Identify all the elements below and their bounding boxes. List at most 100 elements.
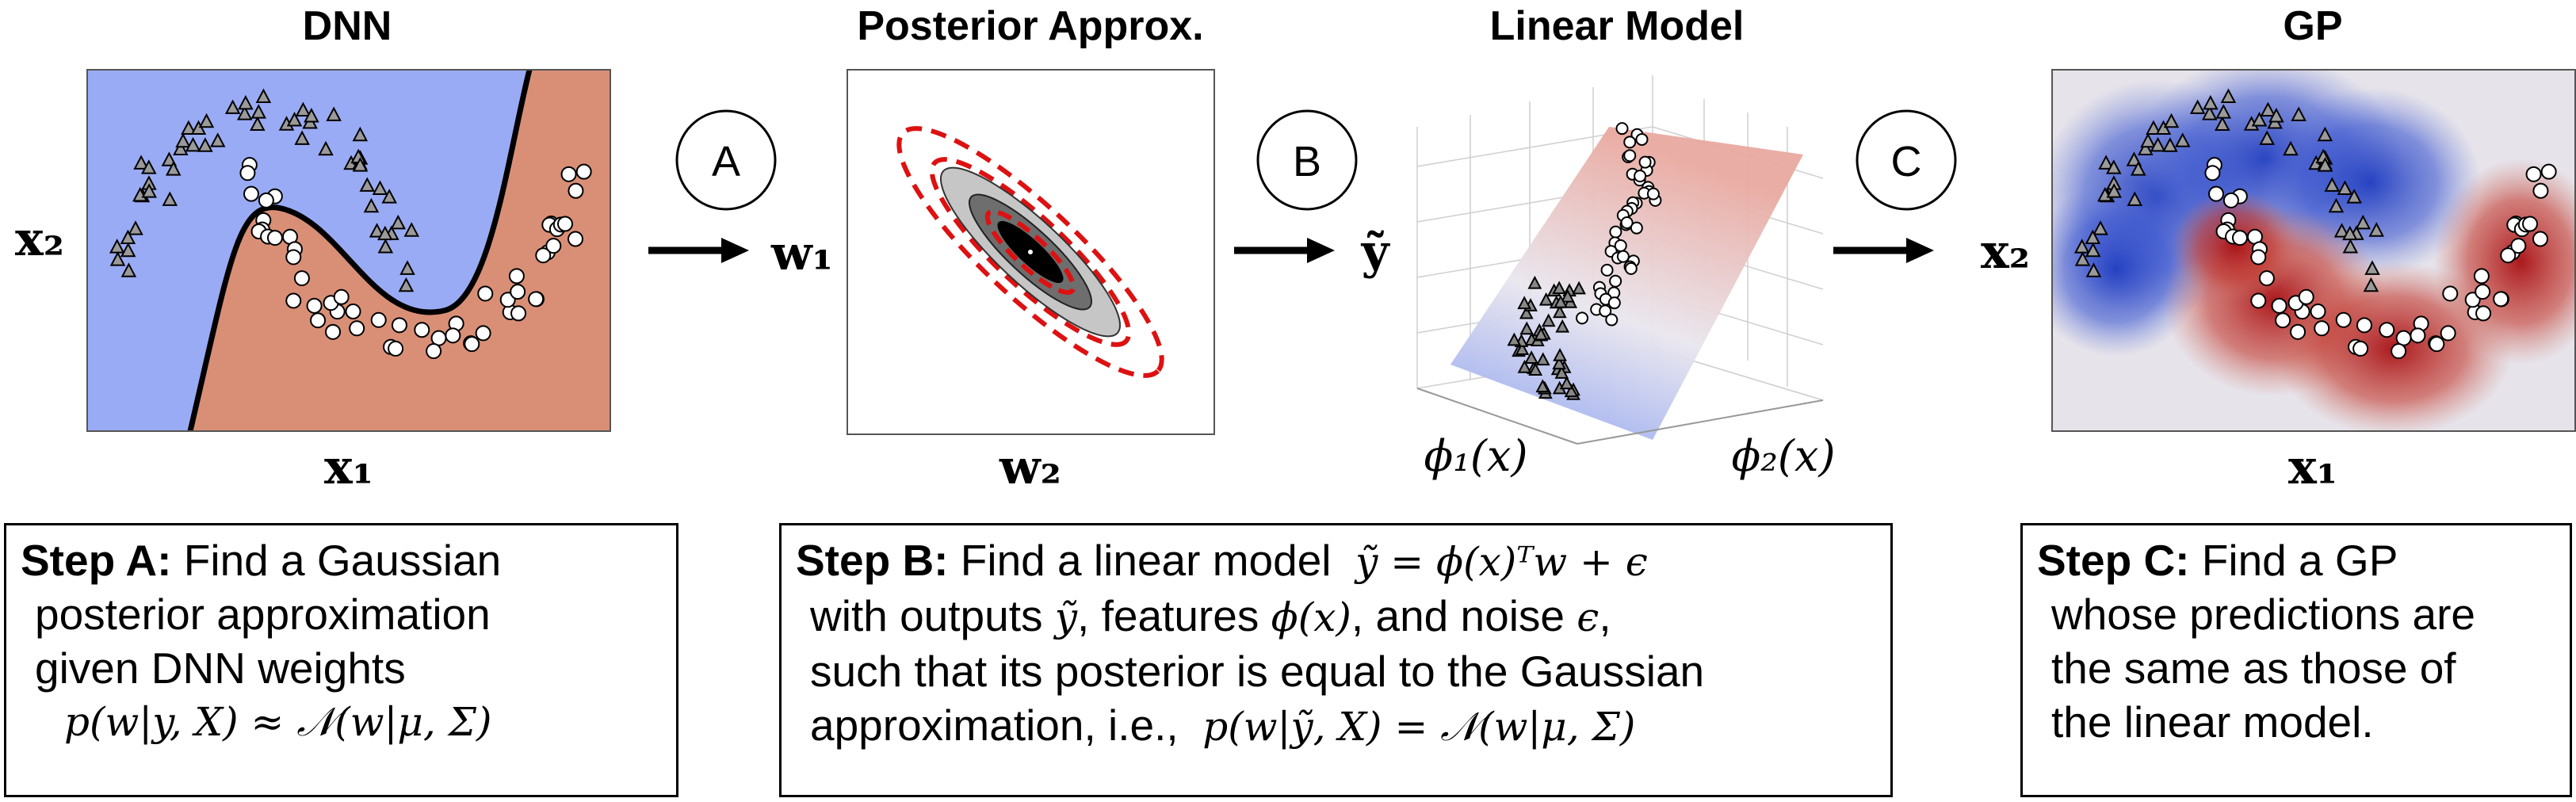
gp-title: GP xyxy=(2283,3,2342,49)
triangle-marker xyxy=(224,99,241,114)
triangle-marker xyxy=(304,108,319,123)
triangle-marker xyxy=(369,223,385,238)
triangle-marker xyxy=(2201,105,2218,120)
triangle-marker xyxy=(1552,356,1566,370)
triangle-marker xyxy=(363,197,380,213)
circle-marker xyxy=(2532,182,2549,199)
triangle-marker xyxy=(2074,251,2091,266)
triangle-marker xyxy=(141,183,157,198)
circle-marker xyxy=(1576,311,1589,325)
step-b-line1: Find a linear model xyxy=(960,536,1332,585)
circle-marker xyxy=(1624,262,1638,275)
triangle-marker xyxy=(238,94,254,110)
step-b-line2c: , and noise xyxy=(1351,591,1565,640)
step-c-label: Step C: xyxy=(2037,536,2190,585)
circle-marker xyxy=(1605,313,1619,327)
linear-panel xyxy=(1416,75,1824,445)
triangle-marker xyxy=(1524,350,1539,364)
circle-marker xyxy=(2271,297,2287,314)
posterior-xlabel: w₂ xyxy=(999,440,1061,495)
circle-marker xyxy=(1599,304,1612,318)
triangle-marker xyxy=(1538,292,1554,306)
triangle-marker xyxy=(352,126,369,142)
triangle-marker xyxy=(2260,101,2276,116)
arrow-b-head xyxy=(1307,238,1335,263)
gp-frame xyxy=(2051,69,2576,432)
triangle-marker xyxy=(295,101,311,116)
triangle-marker xyxy=(359,177,376,192)
step-b-sym-y: ỹ xyxy=(1054,594,1078,640)
circle-marker xyxy=(2493,291,2509,307)
circle-marker xyxy=(325,323,342,340)
circle-marker xyxy=(1634,170,1647,183)
step-a-line1: Find a Gaussian xyxy=(183,536,502,585)
linear-xlabel2: ϕ₂(x) xyxy=(1731,431,1835,481)
triangle-marker xyxy=(120,229,136,245)
triangle-marker xyxy=(120,242,136,258)
arrow-a-circle xyxy=(675,109,777,211)
circle-marker xyxy=(391,317,407,334)
circle-marker xyxy=(2391,343,2407,360)
circle-marker xyxy=(2442,285,2459,302)
circle-marker xyxy=(2429,336,2445,353)
arrow-c: C xyxy=(1833,109,1957,263)
triangle-marker xyxy=(372,180,388,195)
triangle-marker xyxy=(2220,88,2237,103)
triangle-marker xyxy=(141,159,157,174)
triangle-marker xyxy=(2085,242,2101,258)
triangle-marker xyxy=(2163,113,2180,128)
gp-ylabel: x₂ xyxy=(1981,224,2030,280)
circle-marker xyxy=(2222,192,2239,208)
circle-marker xyxy=(333,288,350,305)
arrow-c-head xyxy=(1906,238,1934,263)
circle-marker xyxy=(2525,166,2542,182)
triangle-marker xyxy=(175,132,191,148)
circle-marker xyxy=(568,182,584,199)
circle-marker xyxy=(560,166,577,182)
triangle-marker xyxy=(2342,239,2359,254)
triangle-marker xyxy=(377,239,394,254)
triangle-marker xyxy=(2346,189,2362,204)
triangle-marker xyxy=(1552,281,1567,295)
circle-marker xyxy=(2314,320,2330,337)
circle-marker xyxy=(1630,221,1643,235)
circle-marker xyxy=(370,311,387,328)
posterior-contour-dashed-mid xyxy=(929,157,1132,347)
circle-marker xyxy=(510,305,527,322)
step-b-formula2: p(w|ỹ, X) = 𝒩(w|μ, Σ) xyxy=(1202,704,1636,750)
arrow-a-label: A xyxy=(712,138,740,185)
circle-marker xyxy=(2410,327,2426,344)
triangle-marker xyxy=(109,239,125,254)
triangle-marker xyxy=(2324,177,2341,192)
step-b-line4: approximation, i.e., xyxy=(810,701,1179,750)
triangle-marker xyxy=(398,277,415,292)
triangle-marker xyxy=(1554,294,1568,308)
step-b-line2d: , xyxy=(1599,591,1611,640)
triangle-marker xyxy=(2174,132,2191,147)
triangle-marker xyxy=(2363,277,2379,292)
step-b-sym-eps: ϵ xyxy=(1577,594,1599,640)
triangle-marker xyxy=(2355,214,2372,230)
triangle-marker xyxy=(2155,120,2172,136)
circle-marker xyxy=(2510,238,2527,254)
arrow-a: A xyxy=(648,109,777,263)
triangle-marker xyxy=(1528,362,1543,376)
circle-marker xyxy=(2275,312,2291,329)
circle-marker xyxy=(508,268,525,285)
triangle-marker xyxy=(198,113,215,128)
triangle-marker xyxy=(190,120,207,136)
gp-circles xyxy=(2204,157,2557,360)
circle-marker xyxy=(1623,149,1637,162)
circle-marker xyxy=(2231,230,2248,246)
triangle-marker xyxy=(2189,99,2206,114)
triangle-marker xyxy=(2342,225,2358,241)
step-b-line2b: , features xyxy=(1077,591,1259,640)
gp-panel xyxy=(2051,69,2576,432)
triangle-marker xyxy=(2073,239,2090,254)
step-c-line4: the linear model. xyxy=(2051,697,2374,747)
circle-marker xyxy=(2475,284,2491,300)
step-a-formula: p(w|y, X) ≈ 𝒩(w|μ, Σ) xyxy=(64,699,492,745)
triangle-marker xyxy=(236,105,253,120)
circle-marker xyxy=(2310,304,2326,320)
circle-marker xyxy=(2475,305,2492,322)
